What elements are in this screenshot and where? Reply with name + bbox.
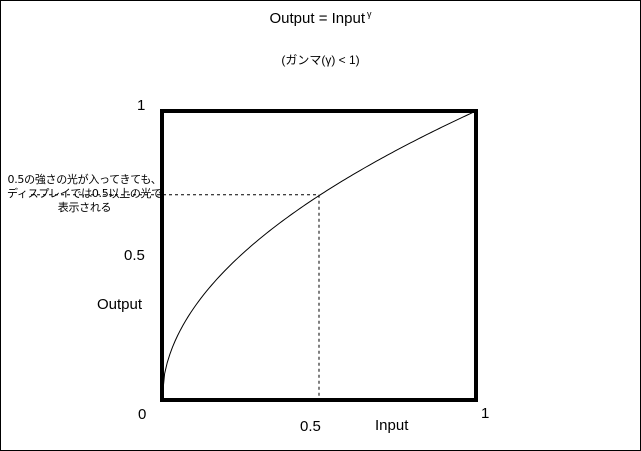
title-gamma-superscript: γ [367,9,372,19]
diagram-subtitle: (ガンマ(γ) < 1) [281,53,360,67]
y-axis-label: Output [97,296,143,313]
y-tick-0-5: 0.5 [124,247,145,264]
diagram-title: Output = Input γ [1,9,640,27]
annotation-note: 0.5の強さの光が入ってきても、ディスプレイでは0.5以上の光で表示される [7,173,162,214]
x-axis-label: Input [375,417,409,434]
title-text: Output = Input [269,10,366,27]
x-tick-0-5: 0.5 [300,418,321,435]
y-tick-1: 1 [137,97,146,114]
x-tick-1: 1 [481,405,490,422]
gamma-curve [161,110,477,401]
origin-tick-0: 0 [138,406,147,423]
